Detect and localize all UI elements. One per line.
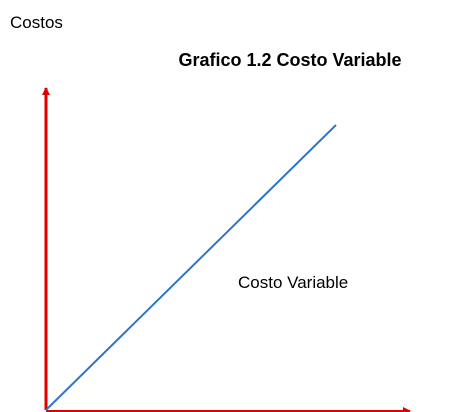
y-axis-label: Costos [10, 13, 63, 32]
diagram-title: Grafico 1.2 Costo Variable [178, 50, 401, 70]
cost-line [45, 124, 337, 411]
line-label: Costo Variable [238, 273, 348, 292]
